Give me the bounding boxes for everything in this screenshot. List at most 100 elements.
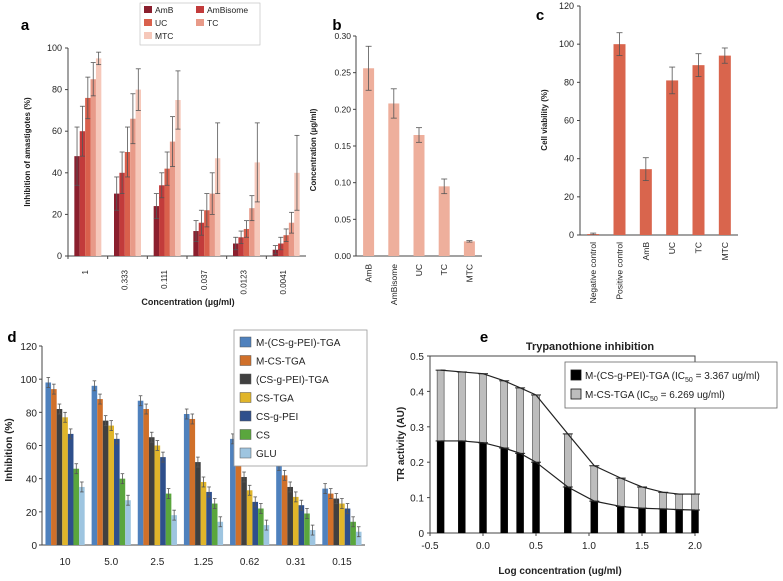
error-bar (247, 484, 252, 496)
error-bar (249, 195, 255, 222)
y-tick-label: 100 (20, 375, 37, 386)
legend-swatch (144, 6, 152, 13)
error-bar (159, 172, 165, 199)
bar (119, 172, 125, 256)
legend-swatch (196, 6, 204, 13)
legend-label: UC (155, 18, 167, 28)
y-tick-label: 40 (52, 168, 62, 178)
error-bar (365, 45, 372, 91)
error-bar (90, 62, 96, 97)
bar (718, 55, 731, 235)
y-tick-label: 0.5 (410, 352, 424, 363)
y-tick-label: 0.30 (334, 31, 351, 41)
legend-label: GLU (256, 449, 277, 460)
error-bar (92, 380, 97, 392)
bar (193, 231, 199, 256)
y-tick-label: 100 (47, 43, 62, 53)
bar (659, 508, 667, 533)
bar (214, 158, 221, 256)
error-bar (57, 403, 62, 415)
error-bar (193, 220, 199, 242)
bar (413, 135, 425, 256)
error-bar (441, 178, 448, 195)
bar (171, 515, 177, 545)
error-bar (305, 508, 309, 519)
error-bar (283, 228, 289, 242)
error-bar (119, 151, 125, 195)
error-bar (642, 157, 649, 182)
bar (675, 509, 683, 533)
legend-swatch (196, 19, 204, 26)
y-tick-label: 0 (57, 251, 62, 261)
error-bar (138, 395, 143, 407)
x-tick-label: MTC (720, 242, 730, 260)
panel-letter-a: a (21, 17, 30, 34)
bar (204, 210, 210, 256)
error-bar (204, 193, 210, 228)
error-bar (130, 93, 136, 145)
y-tick-label: 0.3 (410, 423, 424, 434)
error-bar (184, 408, 189, 420)
bar (164, 168, 170, 256)
error-bar (196, 456, 200, 468)
bar (175, 100, 181, 256)
y-tick-label: 20 (564, 192, 574, 202)
legend-swatch (239, 373, 252, 385)
x-tick-label: Negative control (588, 242, 598, 304)
bar (79, 131, 86, 256)
error-bar (149, 431, 154, 443)
error-bar (135, 68, 141, 111)
bar (438, 186, 450, 256)
x-tick-label: 0.333 (121, 269, 130, 290)
y-tick-label: 20 (52, 209, 62, 219)
error-bar (299, 499, 304, 511)
error-bar (289, 211, 295, 234)
legend-swatch (144, 19, 152, 26)
error-bar (264, 519, 269, 531)
x-tick-label: AmBisome (389, 264, 399, 305)
bar (143, 409, 149, 545)
bar (102, 420, 109, 545)
bar (56, 409, 63, 545)
error-bar (272, 245, 278, 255)
bar (638, 508, 646, 533)
y-tick-label: 0.15 (334, 141, 351, 151)
legend-label: CS-TGA (256, 394, 294, 405)
error-bar (74, 463, 79, 475)
bar (125, 500, 131, 545)
legend-swatch (239, 429, 252, 440)
error-bar (238, 230, 244, 244)
y-tick-label: 120 (559, 1, 574, 11)
error-bar (144, 403, 148, 415)
error-bar (52, 383, 56, 395)
bar (298, 505, 305, 545)
x-tick-label: AmB (641, 242, 651, 261)
bar (165, 493, 172, 545)
bar (458, 440, 466, 533)
legend-label: CS-g-PEI (256, 412, 298, 423)
bar (217, 521, 224, 545)
x-axis-label: Log concentration (ug/ml) (498, 566, 621, 577)
y-tick-label: 0.4 (410, 387, 424, 398)
y-tick-label: 0.25 (334, 68, 351, 78)
error-bar (310, 524, 315, 536)
bar (209, 193, 215, 256)
bar (159, 185, 165, 256)
y-axis-label: TR activity (AU) (396, 407, 407, 481)
error-bar (293, 491, 298, 503)
bar (479, 442, 487, 533)
y-tick-label: 60 (564, 116, 574, 126)
bar (500, 448, 508, 533)
error-bar (120, 473, 125, 485)
bar (241, 477, 247, 545)
y-tick-label: 120 (20, 342, 37, 353)
bar (322, 488, 328, 545)
panel-letter-b: b (332, 17, 341, 34)
x-tick-label: 0.5 (529, 541, 543, 552)
bar (281, 475, 288, 545)
bar (135, 89, 141, 256)
bar (288, 222, 295, 256)
legend-label: M-CS-TGA (256, 357, 306, 368)
bar (339, 503, 345, 545)
